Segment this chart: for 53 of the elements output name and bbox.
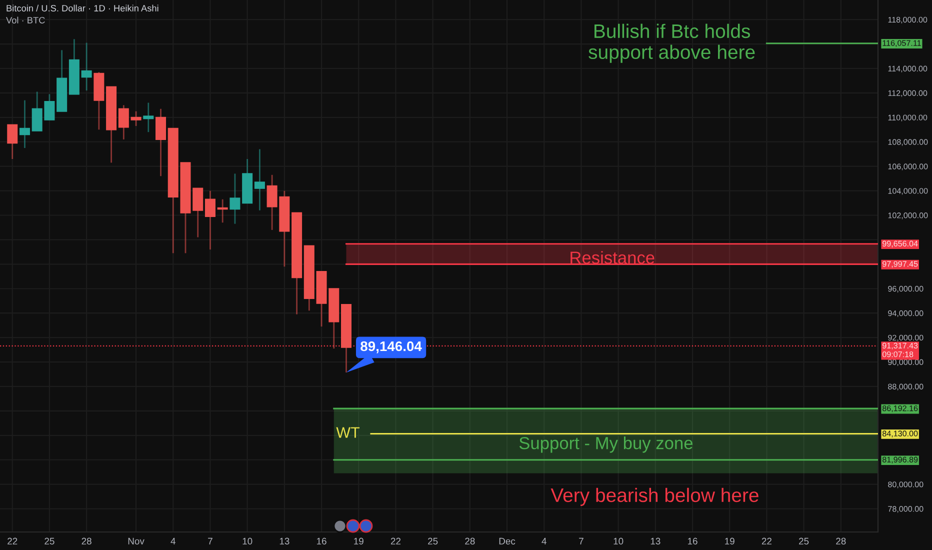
x-tick-label: 28: [465, 538, 475, 544]
y-tick-label: 106,000.00: [888, 164, 928, 170]
x-tick-label: 16: [688, 538, 698, 544]
data-label: 84,130.00: [882, 430, 918, 438]
text: Vol · BTC: [6, 16, 45, 24]
x-tick-label: 7: [208, 538, 212, 544]
x-tick-label: 4: [542, 538, 546, 544]
data-label: 99,656.04: [882, 240, 918, 248]
y-tick-label: 88,000.00: [888, 384, 924, 390]
data-label: 86,192.16: [882, 405, 918, 412]
x-tick-label: 25: [44, 538, 54, 544]
x-tick-label: 19: [354, 538, 364, 544]
y-tick-label: 104,000.00: [888, 188, 928, 195]
y-tick-label: 94,000.00: [888, 310, 924, 318]
y-tick-label: 96,000.00: [888, 286, 924, 293]
x-tick-label: 10: [242, 538, 252, 544]
x-tick-label: 16: [316, 538, 326, 544]
x-tick-label: 25: [428, 538, 438, 544]
y-tick-label: 92,000.00: [888, 334, 924, 342]
x-tick-label: 13: [650, 538, 660, 544]
x-tick-label: 25: [799, 538, 809, 544]
series-label: Bullish if Btc holds support above here: [588, 24, 755, 63]
data-label: 97,997.45: [882, 261, 918, 268]
x-tick-label: 19: [725, 538, 734, 544]
chart-title: Bitcoin / U.S. Dollar · 1D · Heikin Ashi: [6, 4, 158, 12]
y-tick-label: 102,000.00: [888, 212, 928, 220]
data-label: 116,057.11: [882, 40, 921, 47]
x-tick-label: 10: [614, 538, 624, 544]
x-tick-label: 7: [579, 538, 584, 544]
x-tick-label: 28: [82, 538, 92, 544]
y-tick-label: 110,000.00: [888, 114, 928, 122]
y-tick-label: 114,000.00: [888, 66, 928, 72]
x-tick-label: Dec: [499, 538, 516, 544]
x-tick-label: 28: [836, 538, 846, 544]
y-tick-label: 78,000.00: [888, 506, 924, 513]
series-label: Resistance: [570, 251, 654, 264]
x-tick-label: 22: [762, 538, 772, 544]
x-tick-label: Nov: [128, 538, 144, 544]
x-tick-label: 4: [170, 538, 176, 544]
data-label: 81,996.89: [882, 456, 918, 464]
y-tick-label: 80,000.00: [888, 482, 924, 488]
series-label: Support - My buy zone: [519, 436, 693, 453]
annotation: Very bearish below here: [550, 488, 758, 506]
y-tick-label: 112,000.00: [888, 90, 928, 97]
x-tick-label: 22: [8, 538, 18, 544]
y-tick-label: 108,000.00: [888, 139, 928, 146]
y-tick-label: 118,000.00: [888, 16, 928, 24]
x-tick-label: 13: [280, 538, 290, 544]
series-label: WT: [336, 427, 360, 438]
annotation: 89,146.04: [360, 341, 422, 354]
x-tick-label: 22: [390, 538, 400, 544]
ref-line-label: 91,317.43 09:07:18: [882, 342, 918, 358]
y-tick-label: 90,000.00: [888, 359, 924, 366]
